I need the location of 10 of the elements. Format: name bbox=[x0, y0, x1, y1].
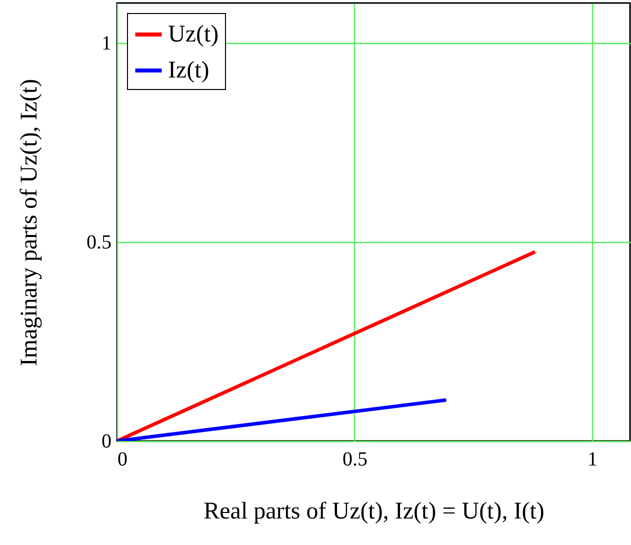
x-tick-label: 0.5 bbox=[342, 448, 368, 470]
x-axis-title: Real parts of Uz(t), Iz(t) = U(t), I(t) bbox=[204, 498, 544, 524]
x-tick-label: 0 bbox=[118, 448, 128, 470]
y-tick-label: 0 bbox=[102, 430, 112, 452]
legend-label: Iz(t) bbox=[168, 58, 210, 84]
x-tick-label: 1 bbox=[588, 448, 598, 470]
y-tick-label: 1 bbox=[102, 32, 112, 54]
y-tick-label: 0.5 bbox=[86, 231, 112, 254]
legend-label: Uz(t) bbox=[168, 22, 219, 48]
y-axis-title: Imaginary parts of Uz(t), Iz(t) bbox=[16, 78, 42, 366]
